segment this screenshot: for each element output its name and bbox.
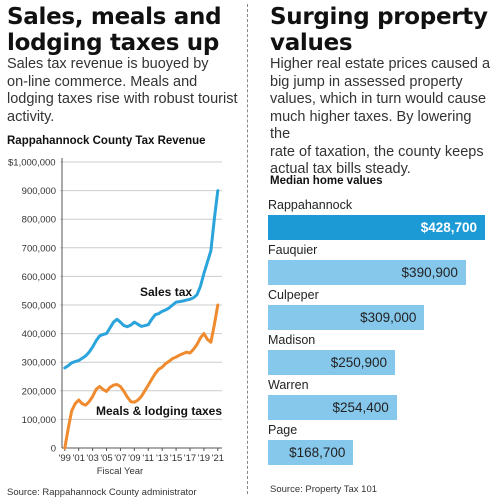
x-tick-label-7: '13 (156, 453, 168, 464)
y-tick-label-7: 700,000 (22, 243, 56, 254)
bar-category-label: Madison (268, 333, 316, 347)
column-divider (247, 4, 248, 494)
x-tick-label-1: '01 (73, 453, 85, 464)
left-deck-line4: activity. (7, 108, 55, 125)
right-deck-line6: actual tax bills steady. (270, 161, 411, 177)
x-tick-label-9: '17 (184, 453, 196, 464)
x-tick-label-2: '03 (86, 453, 98, 464)
meals-lodging-series-label: Meals & lodging taxes (96, 404, 222, 418)
line-chart-title: Rappahannock County Tax Revenue (7, 135, 206, 147)
x-tick-label-8: '15 (170, 453, 182, 464)
bar-category-label: Fauquier (268, 243, 318, 257)
right-headline-line1: Surging property (270, 4, 488, 30)
bar-row-madison: Madison $250,900 (268, 332, 395, 375)
right-headline-line2: values (270, 30, 353, 56)
x-tick-label-0: '99 (59, 453, 71, 464)
left-headline: Sales, meals and lodging taxes up (7, 4, 222, 56)
x-tick-label-6: '11 (142, 453, 154, 464)
right-headline: Surging property values (270, 4, 488, 56)
y-tick-label-6: 600,000 (22, 272, 56, 283)
right-deck-line4: much higher taxes. By lowering the (270, 108, 472, 143)
x-tick-label-3: '05 (100, 453, 112, 464)
sales-tax-series-label: Sales tax (140, 285, 192, 299)
y-tick-label-3: 300,000 (22, 358, 56, 369)
bar-culpeper: $309,000 (268, 305, 425, 330)
left-deck: Sales tax revenue is buoyed by on-line c… (7, 56, 238, 126)
bar-row-page: Page $168,700 (268, 422, 354, 465)
y-tick-label-8: 800,000 (22, 215, 56, 226)
sales-tax-line (63, 189, 220, 370)
bar-row-culpeper: Culpeper $309,000 (268, 287, 425, 330)
left-headline-line1: Sales, meals and (7, 4, 222, 30)
bar-category-label: Page (268, 423, 298, 437)
bar-madison: $250,900 (268, 350, 395, 375)
right-deck-line3: values, which in turn would cause (270, 91, 487, 107)
bar-value-label: $428,700 (420, 220, 477, 235)
bar-category-label: Culpeper (268, 288, 319, 302)
line-chart: 0 100,000 200,000 300,000 400,000 500,000 600,… (8, 158, 224, 478)
left-source: Source: Rappahannock County administrato… (7, 487, 197, 498)
bar-chart-title: Median home values (270, 175, 383, 187)
y-tick-label-4: 400,000 (22, 329, 56, 340)
bar-row-fauquier: Fauquier $390,900 (268, 242, 466, 285)
bar-value-label: $168,700 (289, 445, 346, 460)
x-tick-label-11: '21 (212, 453, 224, 464)
bar-value-label: $250,900 (330, 355, 387, 370)
left-headline-line2: lodging taxes up (7, 30, 220, 56)
bar-value-label: $254,400 (332, 400, 389, 415)
x-axis-label: Fiscal Year (97, 466, 143, 477)
x-tick-label-5: '09 (128, 453, 140, 464)
x-tick-label-10: '19 (198, 453, 210, 464)
left-deck-line2: on-line commerce. Meals and (7, 73, 198, 90)
left-deck-line3: lodging taxes rise with robust tourist (7, 91, 238, 107)
bar-page: $168,700 (268, 440, 354, 465)
y-tick-label-10: $1,000,000 (8, 158, 56, 169)
bar-category-label: Rappahannock (268, 198, 353, 212)
y-tick-label-1: 100,000 (22, 415, 56, 426)
right-deck: Higher real estate prices caused a big j… (270, 56, 495, 179)
bar-row-warren: Warren $254,400 (268, 377, 397, 420)
right-deck-line2: big jump in assessed property (270, 73, 463, 90)
y-tick-label-0: 0 (51, 444, 56, 455)
y-tick-label-2: 200,000 (22, 386, 56, 397)
y-tick-label-5: 500,000 (22, 301, 56, 312)
bar-warren: $254,400 (268, 395, 397, 420)
right-deck-line5: rate of taxation, the county keeps (270, 143, 484, 160)
right-deck-line1: Higher real estate prices caused a (270, 56, 491, 72)
bar-value-label: $390,900 (401, 265, 458, 280)
x-tick-label-4: '07 (114, 453, 126, 464)
right-source: Source: Property Tax 101 (270, 484, 378, 495)
meals-lodging-line (63, 303, 220, 450)
left-deck-line1: Sales tax revenue is buoyed by (7, 56, 209, 72)
y-tick-label-9: 900,000 (22, 186, 56, 197)
bar-fauquier: $390,900 (268, 260, 466, 285)
bar-rappahannock: $428,700 (268, 215, 485, 240)
bar-row-rappahannock: Rappahannock $428,700 (268, 197, 485, 240)
bar-category-label: Warren (268, 378, 309, 392)
bar-value-label: $309,000 (360, 310, 417, 325)
